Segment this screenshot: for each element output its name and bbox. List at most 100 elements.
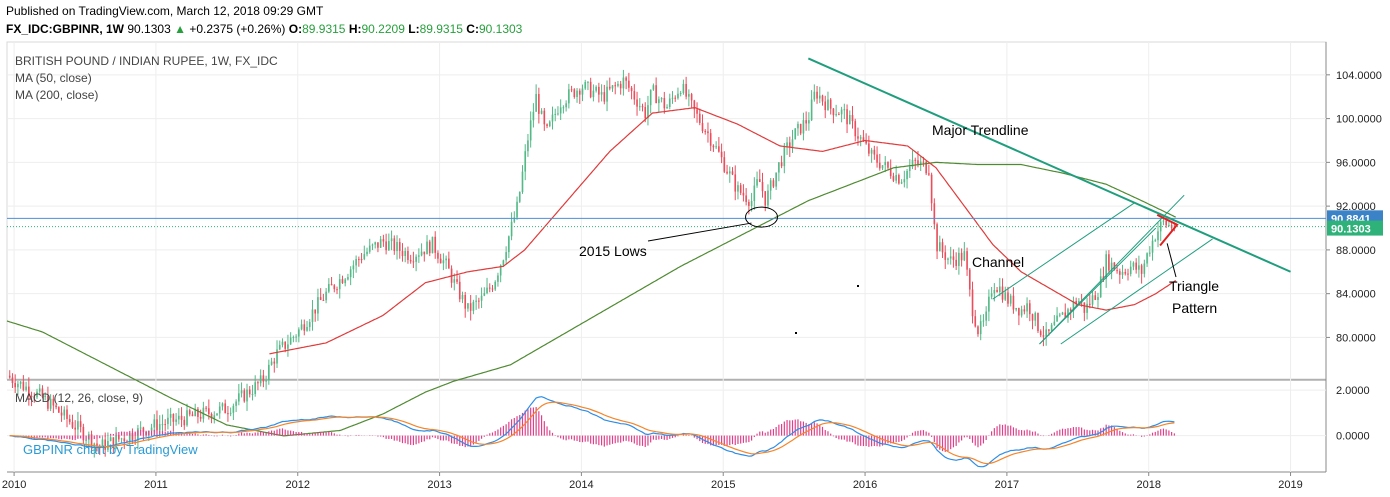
candle-body (966, 251, 968, 270)
candle-body (90, 434, 93, 448)
candle-body (753, 185, 756, 201)
candle-body (139, 427, 142, 429)
candle-body (281, 341, 284, 345)
candle-body (944, 252, 947, 260)
candle-body (546, 124, 548, 127)
candle-body (172, 414, 175, 422)
candle-body (499, 265, 502, 276)
candle-body (467, 303, 469, 309)
candle-body (295, 336, 297, 338)
candle-body (873, 149, 876, 155)
candle-body (1154, 240, 1157, 242)
y-tick-label: 100.0000 (1336, 114, 1382, 126)
candle-body (1072, 301, 1075, 311)
candle-body (769, 180, 772, 191)
candle-body (859, 137, 862, 139)
candle-body (840, 109, 843, 115)
candle-body (448, 258, 450, 269)
candle-body (745, 195, 747, 202)
y-tick-label: 84.0000 (1336, 289, 1376, 301)
ma200-legend: MA (200, close) (15, 88, 98, 102)
candle-body (415, 256, 417, 262)
low-label: L: (408, 22, 420, 36)
candle-body (188, 410, 191, 415)
candle-body (491, 288, 494, 290)
candle-body (428, 241, 431, 254)
candle-body (688, 94, 690, 97)
candle-body (930, 174, 933, 204)
candle-body (704, 131, 707, 133)
ma50-legend: MA (50, close) (15, 71, 92, 85)
candle-body (366, 251, 368, 255)
candle-body (150, 427, 153, 431)
x-tick-label: 2012 (286, 479, 310, 491)
main-pane-frame (6, 41, 1327, 380)
candle-body (1127, 273, 1129, 275)
candle-body (248, 389, 251, 395)
candle-body (1050, 324, 1053, 331)
high-value: 90.2209 (361, 22, 405, 36)
candle-body (663, 98, 666, 109)
candle-body (1146, 253, 1148, 264)
candle-body (908, 166, 911, 171)
candle-body (846, 109, 848, 125)
candle-body (587, 81, 589, 83)
candle-body (229, 412, 232, 414)
candle-body (911, 159, 914, 167)
last-price: 90.1303 (127, 22, 171, 36)
candle-body (638, 106, 641, 108)
candle-body (33, 396, 36, 398)
candle-body (636, 99, 638, 107)
x-tick-label: 2014 (569, 479, 593, 491)
candle-body (767, 190, 769, 206)
candle-body (208, 408, 210, 414)
candle-body (322, 299, 325, 301)
candle-body (521, 171, 524, 192)
candle-body (63, 409, 66, 416)
legend: BRITISH POUND / INDIAN RUPEE, 1W, FX_IDC… (15, 54, 1219, 457)
candle-body (1001, 286, 1004, 300)
x-tick-label: 2015 (711, 479, 735, 491)
candle-body (1018, 307, 1020, 316)
candle-body (592, 90, 595, 98)
candle-body (167, 417, 169, 425)
candle-body (442, 260, 445, 264)
candle-body (652, 85, 655, 90)
candle-body (1075, 301, 1077, 304)
candle-body (292, 337, 295, 339)
candle-body (857, 136, 859, 139)
triangle-label-line1: Triangle (1169, 278, 1219, 294)
candle-body (1028, 303, 1031, 315)
candle-body (971, 289, 974, 317)
candle-body (472, 301, 475, 311)
candle-body (240, 390, 243, 394)
candle-body (543, 110, 546, 125)
triangle-label-line2: Pattern (1172, 300, 1217, 316)
candle-body (715, 146, 717, 148)
candle-body (968, 269, 971, 290)
candle-body (693, 100, 696, 110)
stray-dot (857, 285, 859, 287)
candle-body (818, 95, 821, 99)
candle-body (554, 113, 557, 115)
candle-body (906, 170, 908, 180)
candle-body (502, 260, 505, 266)
open-label: O: (288, 22, 303, 36)
candle-body (218, 406, 221, 414)
candle-body (1159, 221, 1162, 232)
candle-body (355, 259, 357, 266)
candle-body (161, 424, 164, 426)
y-tick-label: 88.0000 (1336, 245, 1376, 257)
candle-body (598, 86, 600, 95)
candle-body (398, 242, 401, 251)
candle-body (780, 162, 783, 167)
candle-body (865, 140, 867, 144)
candle-body (22, 381, 25, 390)
candle-body (1045, 329, 1047, 337)
y-tick-label: 92.0000 (1336, 201, 1376, 213)
major-trendline (807, 57, 1291, 273)
candle-body (82, 426, 85, 441)
candle-body (548, 121, 551, 127)
